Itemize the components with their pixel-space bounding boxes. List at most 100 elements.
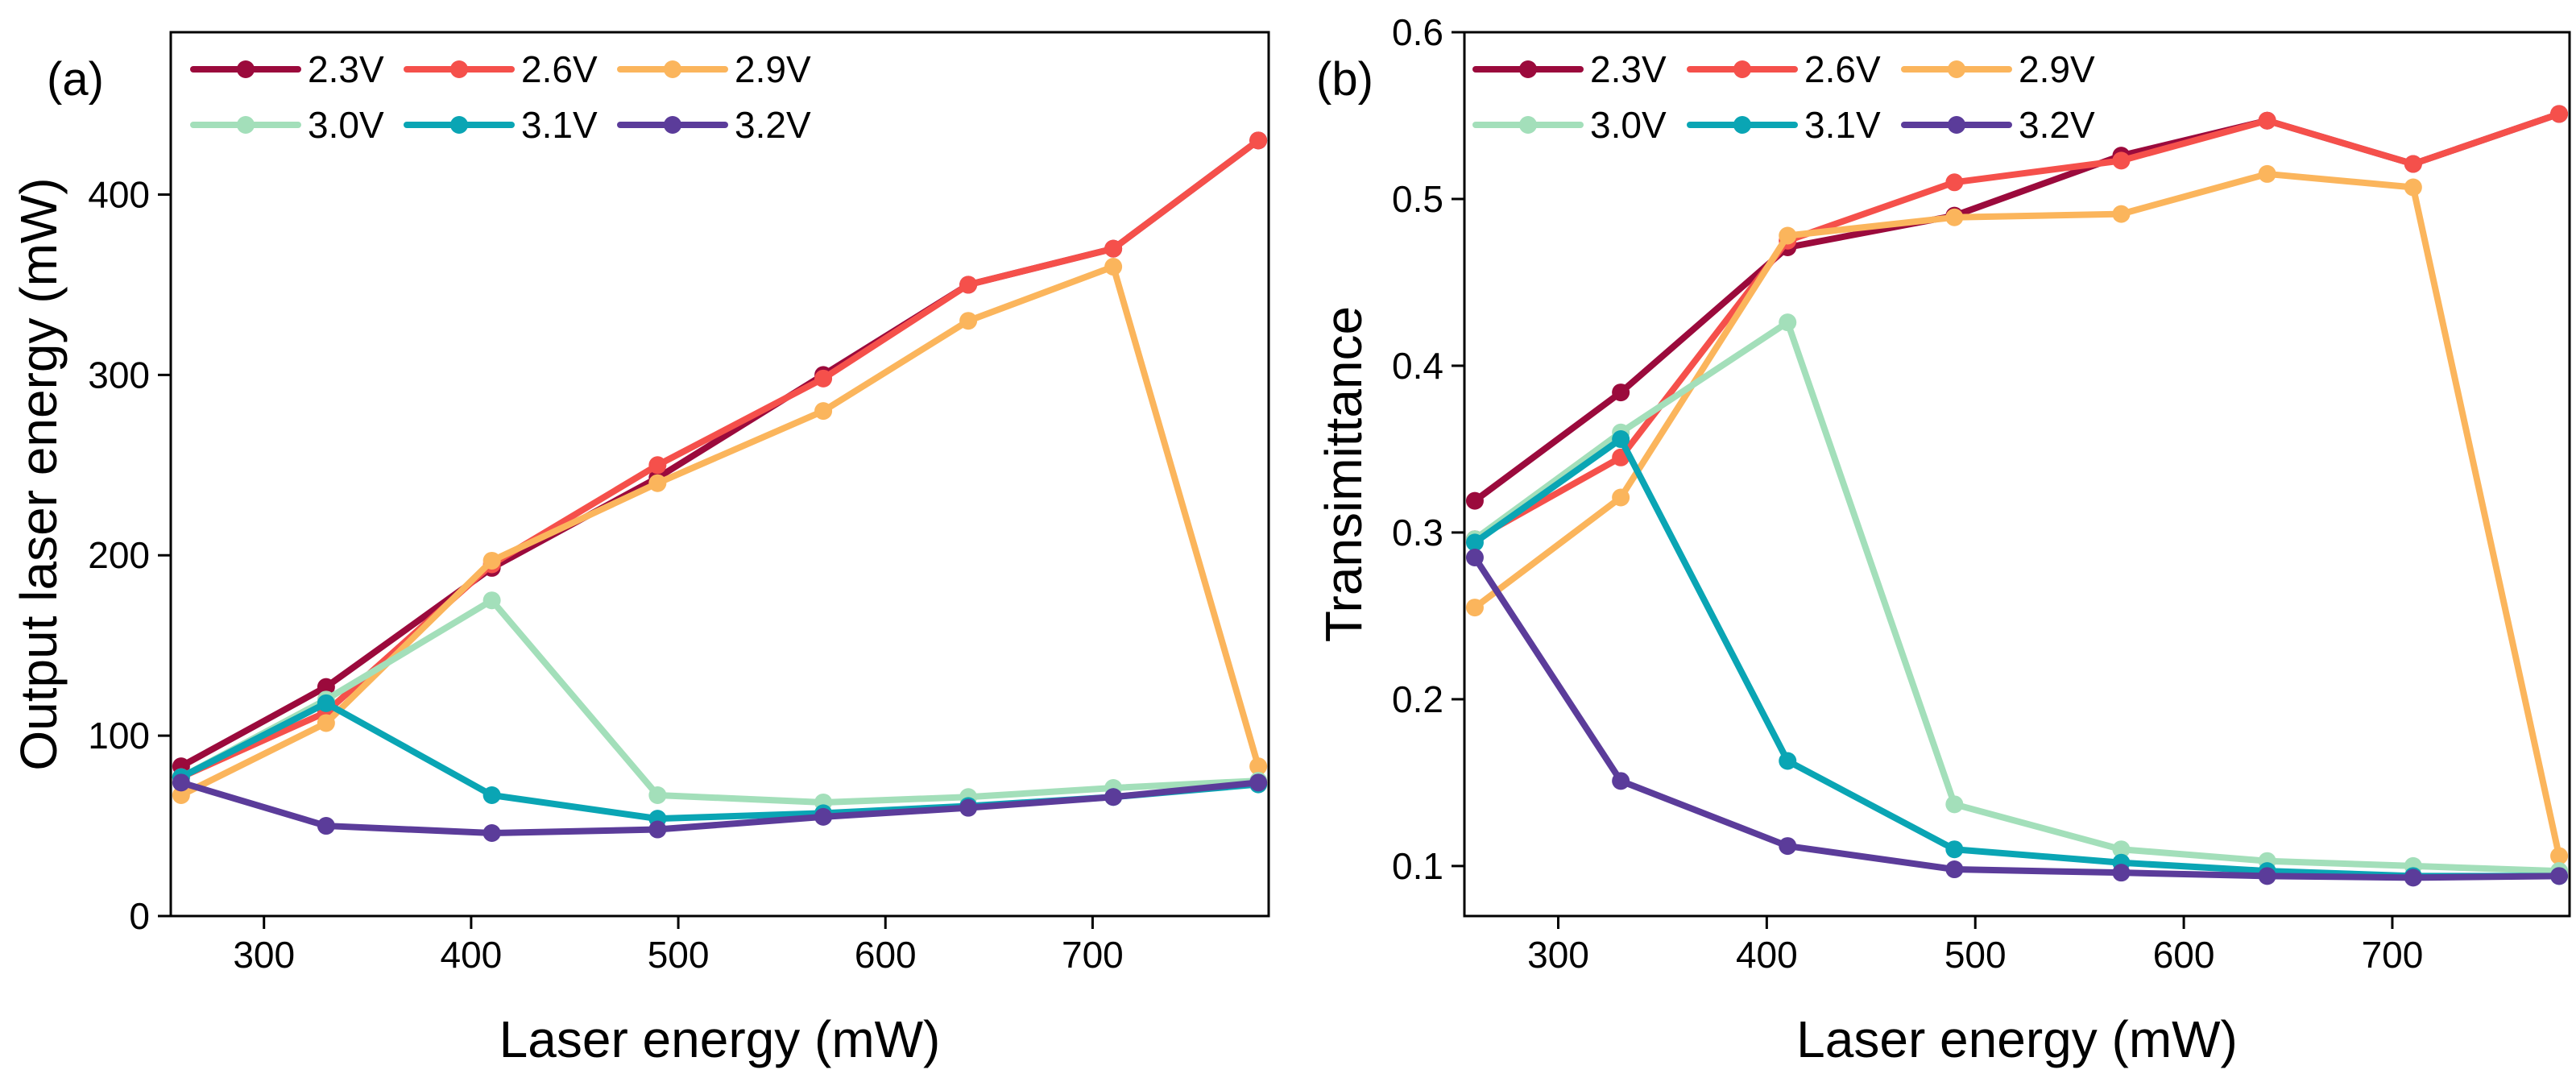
plot-frame <box>169 31 1270 918</box>
series-line <box>177 263 1262 799</box>
x-tick-label: 500 <box>648 934 710 976</box>
panel-label: (a) <box>47 53 104 106</box>
legend-swatch-marker <box>1733 116 1751 134</box>
legend-item: 3.2V <box>617 104 811 146</box>
data-point <box>1945 795 1964 814</box>
legend-swatch-marker <box>1948 60 1965 78</box>
series-line <box>177 137 1262 781</box>
data-point <box>1612 383 1630 402</box>
data-point <box>482 824 501 843</box>
legend-item: 3.0V <box>190 104 384 146</box>
x-tick-label: 700 <box>1062 934 1124 976</box>
data-point <box>1104 258 1123 276</box>
data-point <box>2112 205 2131 223</box>
legend-label: 3.2V <box>735 104 811 146</box>
legend-swatch-marker <box>1948 116 1965 134</box>
y-tick-label: 0.4 <box>1392 345 1443 387</box>
legend-label: 3.2V <box>2019 104 2095 146</box>
data-point <box>317 817 335 835</box>
legend-label: 2.6V <box>521 48 598 90</box>
data-point <box>1465 599 1484 617</box>
legend: 2.3V 2.6V 2.9V 3.0V 3.1V 3.2V <box>1472 48 2095 146</box>
data-point <box>2112 840 2131 859</box>
legend-swatch-marker <box>1733 60 1751 78</box>
legend-label: 3.1V <box>521 104 598 146</box>
data-point <box>2112 864 2131 882</box>
x-axis-title: Laser energy (mW) <box>499 1010 941 1068</box>
series-line <box>1471 553 2563 881</box>
data-point <box>2404 155 2422 173</box>
data-point <box>1465 491 1484 510</box>
legend-item: 3.1V <box>404 104 598 146</box>
y-tick-label: 0.2 <box>1392 678 1443 720</box>
legend-label: 2.9V <box>735 48 811 90</box>
x-tick-label: 400 <box>441 934 503 976</box>
legend-item: 2.9V <box>1901 48 2095 90</box>
data-point <box>317 694 335 712</box>
series-line <box>1471 110 2563 543</box>
data-point <box>2258 164 2276 183</box>
data-point <box>814 807 833 826</box>
x-tick-label: 300 <box>233 934 295 976</box>
data-point <box>1945 173 1964 192</box>
data-point <box>1249 131 1268 150</box>
legend-swatch-marker <box>664 116 681 134</box>
legend-swatch-marker <box>237 60 255 78</box>
data-point <box>1779 837 1797 856</box>
legend-item: 2.6V <box>404 48 598 90</box>
data-point <box>172 773 190 792</box>
data-point <box>648 474 667 492</box>
data-point <box>1612 488 1630 507</box>
data-point <box>2550 867 2569 885</box>
legend-label: 3.0V <box>308 104 384 146</box>
panel-a: 300 400 500 600 700 0 100 200 300 400 Laser energy… <box>10 31 1270 1068</box>
data-point <box>1945 840 1964 859</box>
legend-label: 2.3V <box>1590 48 1667 90</box>
legend-label: 2.6V <box>1804 48 1881 90</box>
legend-item: 2.3V <box>1472 48 1667 90</box>
y-tick-label: 200 <box>88 534 150 576</box>
data-point <box>1779 226 1797 245</box>
data-point <box>172 786 190 805</box>
data-point <box>1779 752 1797 770</box>
data-point <box>2404 178 2422 197</box>
legend-swatch-marker <box>1519 60 1537 78</box>
data-point <box>1612 772 1630 790</box>
data-point <box>1465 548 1484 566</box>
series-line <box>1471 436 2563 880</box>
data-point <box>1104 788 1123 806</box>
data-point <box>648 786 667 805</box>
legend-item: 2.6V <box>1687 48 1881 90</box>
series-line <box>1471 170 2563 860</box>
series-3.0V <box>1465 313 2569 881</box>
data-point <box>1249 773 1268 792</box>
legend-item: 3.0V <box>1472 104 1667 146</box>
data-point <box>959 276 978 294</box>
data-point <box>1104 239 1123 258</box>
y-tick-label: 100 <box>88 715 150 757</box>
data-point <box>2404 869 2422 887</box>
y-axis-title: Transimittance <box>1315 306 1373 642</box>
legend-label: 3.0V <box>1590 104 1667 146</box>
y-tick-label: 0.1 <box>1392 845 1443 887</box>
series-3.2V <box>172 773 1268 843</box>
legend-item: 2.9V <box>617 48 811 90</box>
x-tick-label: 700 <box>2362 934 2424 976</box>
x-tick-label: 500 <box>1944 934 2007 976</box>
x-tick-label: 300 <box>1527 934 1589 976</box>
legend-swatch-marker <box>450 116 468 134</box>
data-point <box>1945 208 1964 226</box>
data-point <box>2550 105 2569 123</box>
data-point <box>1465 533 1484 552</box>
y-tick-label: 0.5 <box>1392 178 1443 220</box>
legend-swatch-marker <box>1519 116 1537 134</box>
series-line <box>177 597 1262 806</box>
data-point <box>2258 111 2276 130</box>
data-point <box>317 714 335 732</box>
series-3.2V <box>1465 548 2569 887</box>
series-3.1V <box>1465 430 2569 885</box>
data-point <box>959 312 978 330</box>
legend-swatch-marker <box>450 60 468 78</box>
data-point <box>648 456 667 475</box>
